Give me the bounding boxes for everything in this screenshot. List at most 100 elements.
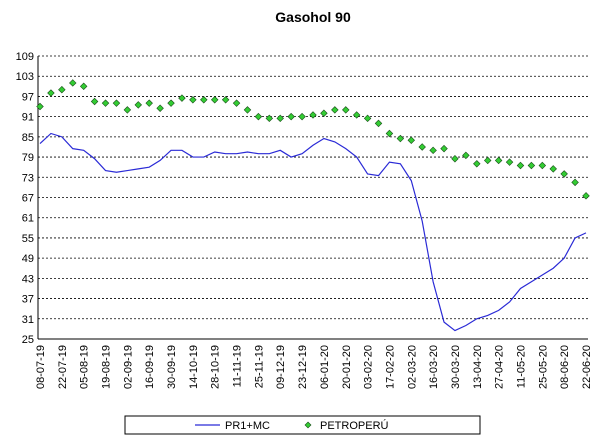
x-tick-label: 23-12-19 xyxy=(297,345,309,389)
x-tick-label: 11-05-20 xyxy=(515,345,527,388)
legend-label: PETROPERÚ xyxy=(320,419,389,432)
marker xyxy=(374,119,383,128)
x-tick-label: 27-04-20 xyxy=(494,345,506,389)
marker xyxy=(418,143,426,151)
marker xyxy=(451,155,459,163)
y-tick-label: 85 xyxy=(22,132,34,144)
x-tick-label: 13-04-20 xyxy=(472,345,484,389)
x-tick-label: 28-10-19 xyxy=(210,345,222,389)
y-tick-label: 55 xyxy=(22,233,34,245)
marker xyxy=(396,134,405,143)
marker xyxy=(309,111,317,119)
x-tick-label: 25-11-19 xyxy=(253,345,265,388)
marker xyxy=(527,161,536,170)
x-tick-label: 25-05-20 xyxy=(537,345,549,389)
marker xyxy=(483,156,492,165)
y-tick-label: 73 xyxy=(22,172,34,184)
marker xyxy=(101,99,110,107)
marker xyxy=(516,161,525,170)
y-tick-label: 25 xyxy=(22,334,34,346)
marker xyxy=(440,144,448,153)
marker xyxy=(221,96,230,104)
y-tick-label: 49 xyxy=(22,253,34,265)
marker xyxy=(58,85,66,94)
x-tick-label: 08-07-19 xyxy=(35,345,47,389)
marker xyxy=(210,96,219,104)
marker xyxy=(560,170,568,178)
marker xyxy=(90,97,99,106)
marker xyxy=(352,111,361,119)
x-tick-label: 16-09-19 xyxy=(144,345,156,389)
marker xyxy=(232,99,241,107)
x-tick-label: 08-06-20 xyxy=(559,345,571,389)
y-tick-label: 67 xyxy=(22,193,34,205)
x-tick-label: 17-02-20 xyxy=(384,345,396,389)
marker xyxy=(189,96,197,104)
marker xyxy=(287,112,295,121)
y-tick-label: 61 xyxy=(22,213,34,225)
marker xyxy=(331,106,339,114)
y-tick-label: 31 xyxy=(22,314,34,326)
marker xyxy=(243,106,252,114)
marker xyxy=(320,109,328,117)
y-tick-label: 37 xyxy=(22,294,34,306)
chart-title: Gasohol 90 xyxy=(275,9,351,25)
x-tick-label: 02-03-20 xyxy=(406,345,418,389)
x-tick-label: 30-09-19 xyxy=(166,345,178,389)
marker xyxy=(505,158,514,166)
y-tick-label: 79 xyxy=(22,152,34,164)
marker xyxy=(385,129,394,138)
x-tick-label: 22-06-20 xyxy=(581,345,593,389)
y-tick-label: 43 xyxy=(22,273,34,285)
marker xyxy=(363,114,372,123)
legend-label: PR1+MC xyxy=(225,420,270,432)
x-tick-label: 16-03-20 xyxy=(428,345,440,389)
marker xyxy=(123,106,132,114)
x-tick-label: 02-09-19 xyxy=(122,345,134,389)
x-tick-label: 03-02-20 xyxy=(363,345,375,389)
marker xyxy=(494,156,503,165)
marker xyxy=(145,99,153,107)
x-tick-label: 11-11-19 xyxy=(232,345,244,387)
marker xyxy=(36,102,44,111)
marker xyxy=(69,79,77,87)
marker xyxy=(538,161,547,170)
marker xyxy=(342,106,350,114)
x-tick-label: 30-03-20 xyxy=(450,345,462,389)
marker xyxy=(429,146,437,155)
marker xyxy=(167,99,175,107)
marker xyxy=(200,96,208,104)
marker xyxy=(549,165,557,173)
legend xyxy=(124,415,481,435)
y-tick-label: 103 xyxy=(16,71,34,83)
line-series xyxy=(39,132,587,332)
marker xyxy=(298,112,306,121)
marker xyxy=(134,101,143,109)
y-tick-label: 97 xyxy=(22,91,34,103)
marker xyxy=(582,192,590,200)
marker xyxy=(112,99,121,107)
x-tick-label: 14-10-19 xyxy=(188,345,200,389)
x-tick-label: 05-08-19 xyxy=(79,345,91,389)
marker xyxy=(254,112,263,121)
marker xyxy=(276,114,284,123)
marker xyxy=(79,82,88,91)
x-tick-label: 19-08-19 xyxy=(101,345,113,389)
marker xyxy=(462,151,470,160)
x-tick-label: 06-01-20 xyxy=(319,345,331,389)
marker xyxy=(178,94,186,102)
x-tick-label: 22-07-19 xyxy=(57,345,69,389)
y-tick-label: 109 xyxy=(16,51,34,63)
marker xyxy=(156,104,164,112)
marker xyxy=(265,114,274,123)
marker xyxy=(571,178,579,187)
legend-swatch xyxy=(304,421,312,429)
marker xyxy=(473,160,481,168)
marker xyxy=(47,89,55,97)
marker xyxy=(407,136,416,144)
x-tick-label: 09-12-19 xyxy=(275,345,287,389)
y-tick-label: 91 xyxy=(22,112,34,124)
x-tick-label: 20-01-20 xyxy=(341,345,353,389)
